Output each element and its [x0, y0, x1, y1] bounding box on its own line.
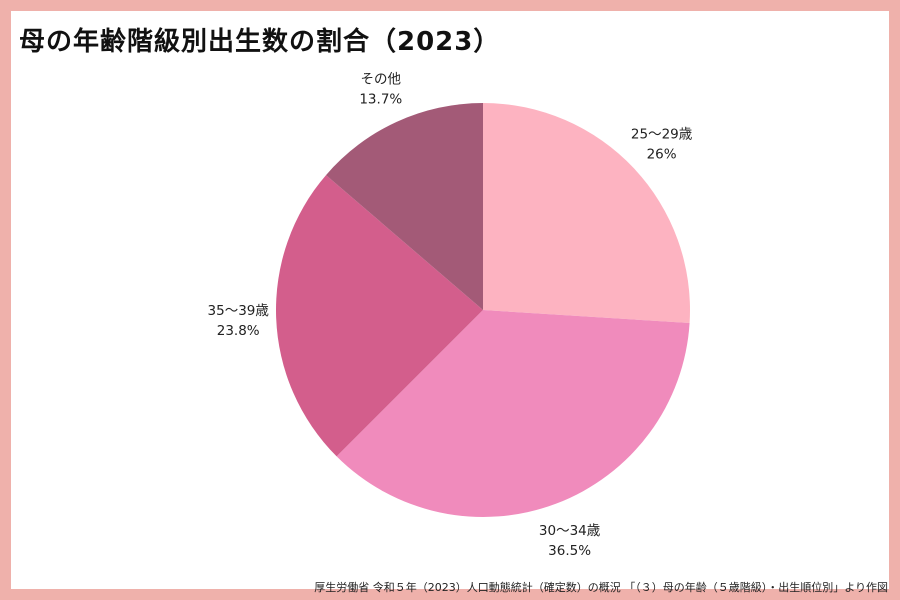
pie-label-percent: 36.5% [548, 543, 591, 559]
pie-labels: 25～29歳 26% 30～34歳 36.5% 35～39歳 23.8% その他 13.7% [208, 71, 693, 559]
pie-label-1: 25～29歳 26% [631, 126, 693, 162]
pie-slice-1-25-29 [483, 103, 690, 323]
chart-title: 母の年齢階級別出生数の割合（2023） [19, 27, 501, 57]
pie-label-3: 35～39歳 23.8% [208, 303, 270, 339]
pie-label-percent: 13.7% [359, 91, 402, 107]
pie-label-2: 30～34歳 36.5% [539, 523, 601, 559]
pie-label-4: その他 13.7% [359, 71, 402, 107]
pie-slice-4-other [326, 103, 483, 310]
pie-label-percent: 26% [647, 146, 677, 162]
pie-slice-3-35-39 [276, 175, 483, 457]
pie-label-category: 30～34歳 [539, 523, 601, 539]
pie-label-category: 25～29歳 [631, 126, 693, 142]
pie-label-category: その他 [361, 71, 402, 87]
pie-slices [276, 103, 690, 517]
pie-label-percent: 23.8% [217, 323, 260, 339]
pie-label-category: 35～39歳 [208, 303, 270, 319]
source-note: 厚生労働省 令和５年（2023）人口動態統計（確定数）の概況 「（３）母の年齢（… [314, 581, 888, 594]
pie-slice-2-30-34 [336, 310, 690, 517]
